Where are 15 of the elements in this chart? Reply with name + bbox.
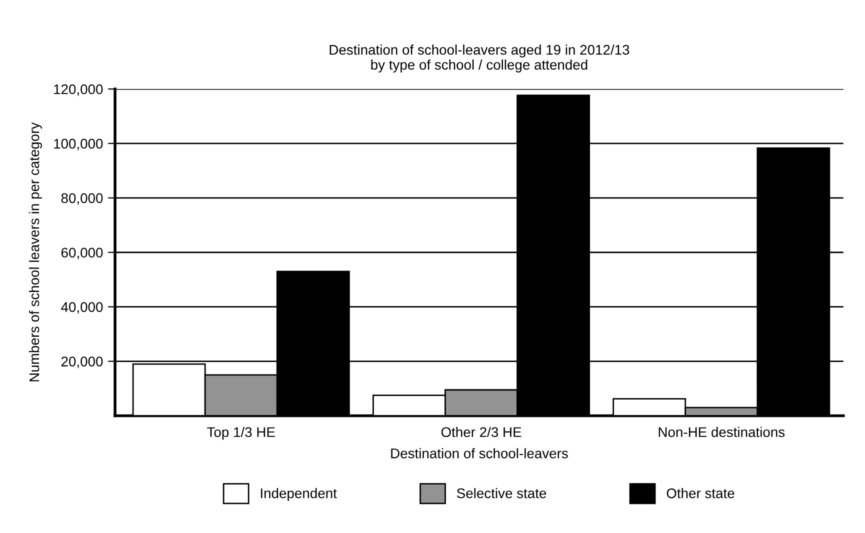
- chart-title: Destination of school-leavers aged 19 in 2012/13 by type of school / college attended: [330, 44, 630, 72]
- legend-label: Selective state: [457, 488, 546, 498]
- legend-label: Other state: [666, 488, 734, 498]
- y-tick-label: 120,000: [54, 84, 103, 96]
- x-tick-label: Top 1/3 HE: [207, 426, 275, 440]
- y-tick-label: 100,000: [54, 138, 103, 150]
- y-tick-label: 20,000: [61, 356, 103, 368]
- x-axis-title: Destination of school-leavers: [391, 448, 568, 458]
- y-tick-label: 60,000: [61, 248, 103, 260]
- legend-label: Independent: [260, 488, 337, 501]
- x-tick-label: Non-HE destinations: [658, 426, 785, 438]
- y-tick-label: 80,000: [61, 193, 103, 205]
- y-axis-title: Numbers of school leavers in per category: [28, 122, 42, 382]
- x-tick-label: Other 2/3 HE: [441, 426, 522, 438]
- y-tick-label: 40,000: [61, 302, 103, 314]
